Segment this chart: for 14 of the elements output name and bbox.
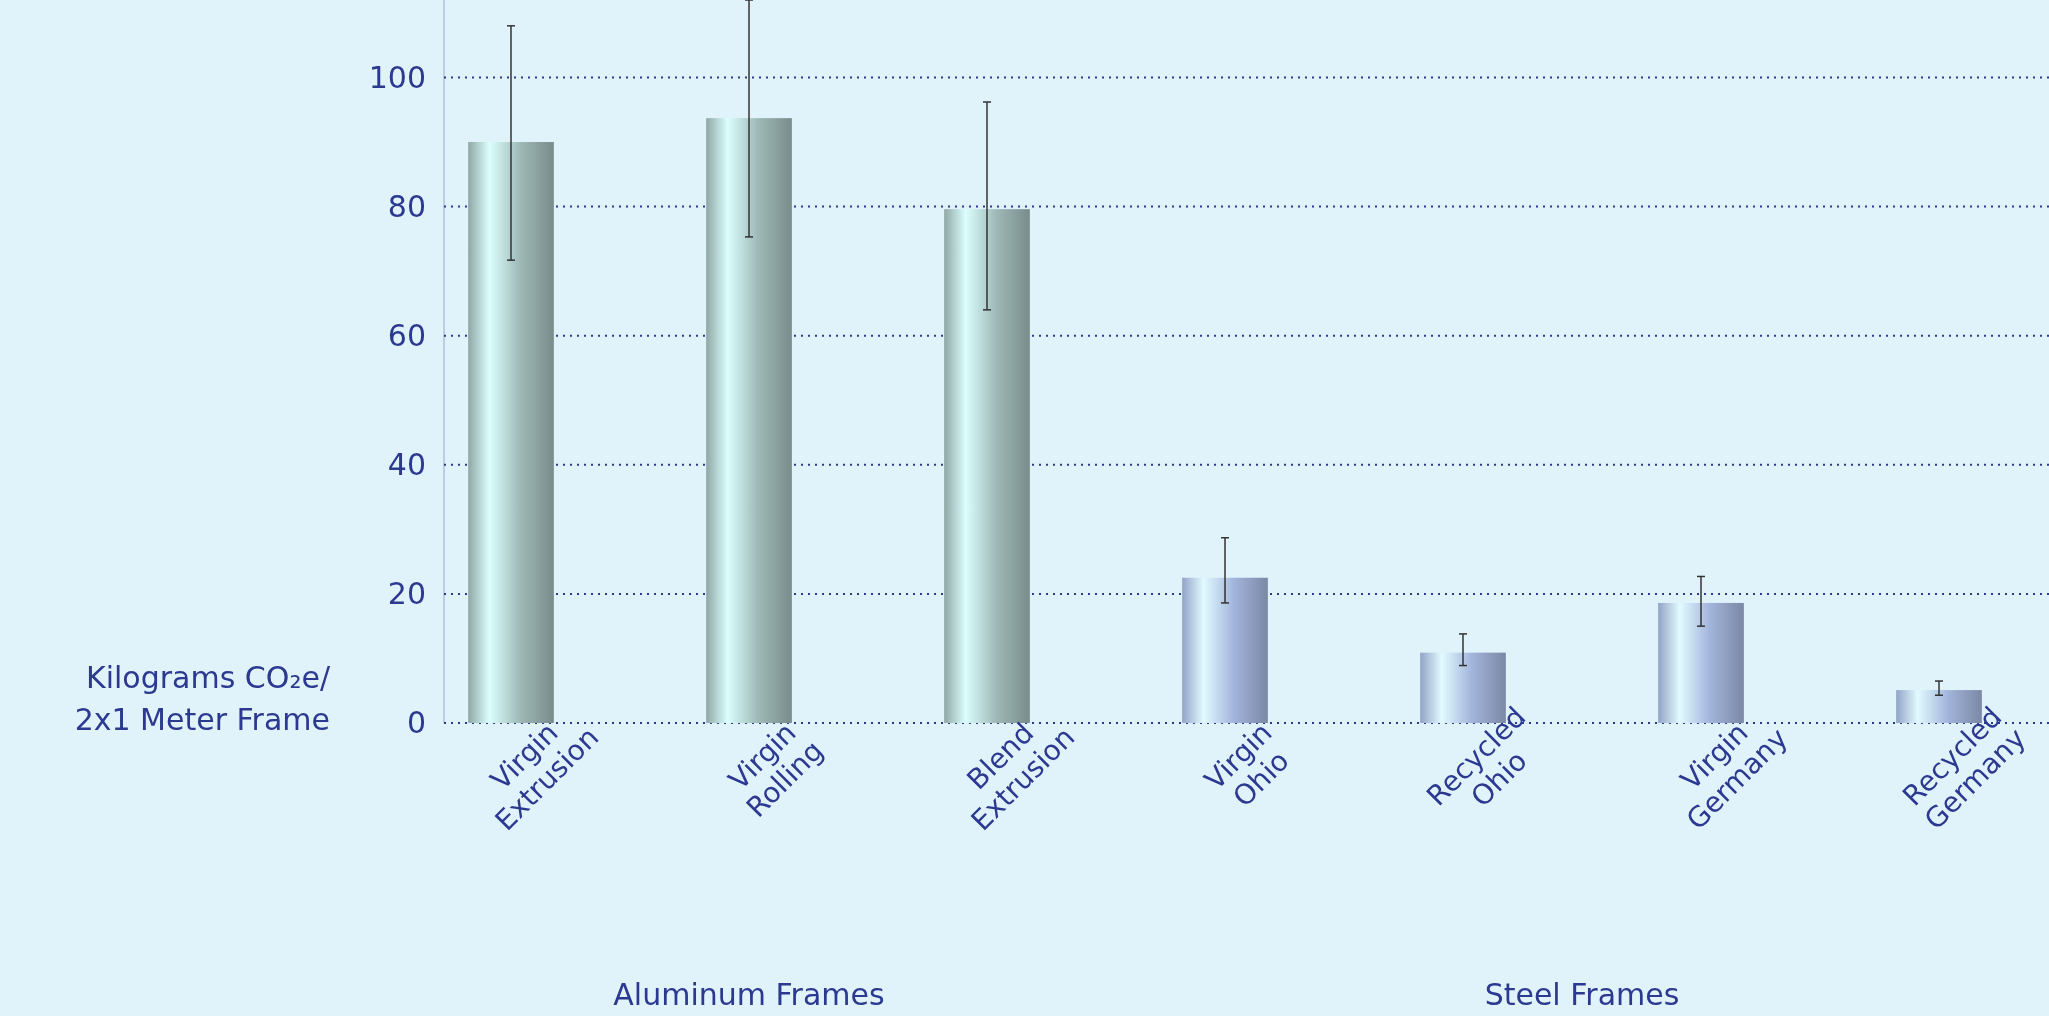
- bar: [1182, 577, 1268, 723]
- y-tick-label: 0: [406, 705, 426, 741]
- y-tick-label: 40: [387, 446, 426, 482]
- bar: [944, 209, 1030, 723]
- text: Steel Frames: [1484, 977, 1680, 1012]
- text: Aluminum Frames: [613, 977, 885, 1012]
- bar: [468, 142, 554, 723]
- y-tick-label: 20: [387, 575, 426, 611]
- y-tick-label: 80: [387, 188, 426, 224]
- y-tick-label: 60: [387, 317, 426, 353]
- bar: [1658, 602, 1744, 723]
- y-axis-title: Kilograms CO₂e/ 2x1 Meter Frame: [74, 660, 331, 737]
- bar: [706, 118, 792, 723]
- y-tick-label: 100: [368, 59, 426, 95]
